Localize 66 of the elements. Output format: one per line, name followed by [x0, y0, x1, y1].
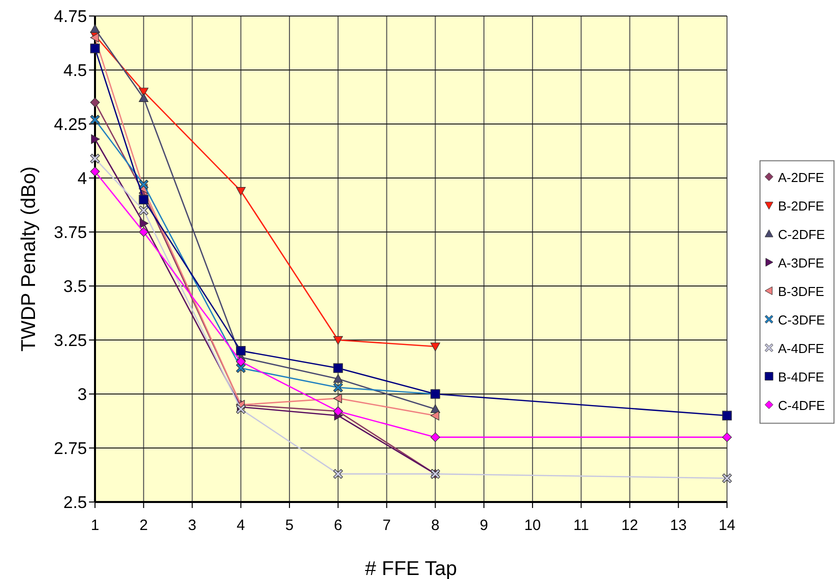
y-tick-label: 4.75 — [54, 7, 87, 26]
x-tick-label: 2 — [139, 517, 148, 534]
x-tick-label: 3 — [188, 517, 196, 534]
point — [722, 410, 732, 420]
point — [90, 114, 100, 124]
point — [236, 187, 246, 196]
y-tick-label: 4.5 — [63, 61, 87, 80]
point — [722, 473, 732, 484]
y-tick-label: 3.5 — [63, 277, 87, 296]
x-tick-label: 9 — [480, 517, 488, 534]
x-tick-label: 10 — [524, 517, 541, 534]
point — [333, 374, 343, 383]
y-tick-label: 4 — [78, 169, 87, 188]
x-axis-title: # FFE Tap — [365, 558, 457, 579]
x-tick-label: 7 — [382, 517, 391, 534]
legend-label: C-3DFE — [778, 312, 826, 328]
x-tick-label: 1 — [90, 517, 100, 534]
point — [91, 134, 100, 144]
x-tick-label: 4 — [236, 517, 246, 534]
point — [90, 154, 100, 164]
legend-label: A-4DFE — [778, 340, 825, 356]
point — [236, 346, 246, 356]
point — [138, 194, 148, 204]
legend-label: B-4DFE — [778, 369, 825, 384]
point — [236, 356, 246, 366]
x-tick-label: 13 — [670, 517, 687, 534]
y-tick-label: 2.5 — [63, 493, 87, 512]
point — [90, 166, 100, 176]
point — [236, 363, 246, 373]
point — [138, 88, 148, 96]
point — [333, 394, 342, 404]
point — [333, 382, 343, 392]
x-tick-label: 14 — [718, 517, 736, 534]
legend-label: B-3DFE — [778, 284, 825, 299]
point — [138, 93, 148, 102]
y-axis-title: TWDP Penalty (dBo) — [18, 166, 40, 352]
point — [333, 469, 343, 479]
point — [430, 432, 440, 442]
y-tick-label: 2.75 — [54, 439, 87, 458]
y-tick-label: 3 — [78, 385, 87, 404]
point — [138, 227, 148, 237]
x-tick-label: 5 — [285, 517, 294, 534]
point — [236, 404, 246, 414]
y-tick-label: 4.25 — [54, 115, 87, 134]
point — [138, 180, 148, 190]
y-tick-label: 3.25 — [54, 331, 87, 350]
point — [333, 336, 343, 345]
point — [430, 410, 440, 420]
x-tick-label: 12 — [621, 517, 638, 534]
point — [140, 218, 148, 228]
legend-label: A-2DFE — [778, 170, 825, 185]
legend-label: C-2DFE — [778, 226, 826, 242]
point — [90, 24, 100, 33]
x-tick-label: 11 — [573, 517, 589, 534]
point — [90, 44, 100, 54]
legend-label: B-2DFE — [778, 198, 825, 214]
point — [138, 206, 148, 216]
point — [722, 432, 732, 442]
point — [430, 342, 440, 352]
legend-label: A-3DFE — [778, 255, 825, 270]
point — [90, 98, 100, 108]
y-tick-label: 3.75 — [54, 223, 87, 242]
point — [333, 363, 343, 373]
x-tick-label: 6 — [334, 517, 342, 534]
x-tick-label: 8 — [431, 517, 440, 534]
legend-label: C-4DFE — [778, 398, 826, 413]
